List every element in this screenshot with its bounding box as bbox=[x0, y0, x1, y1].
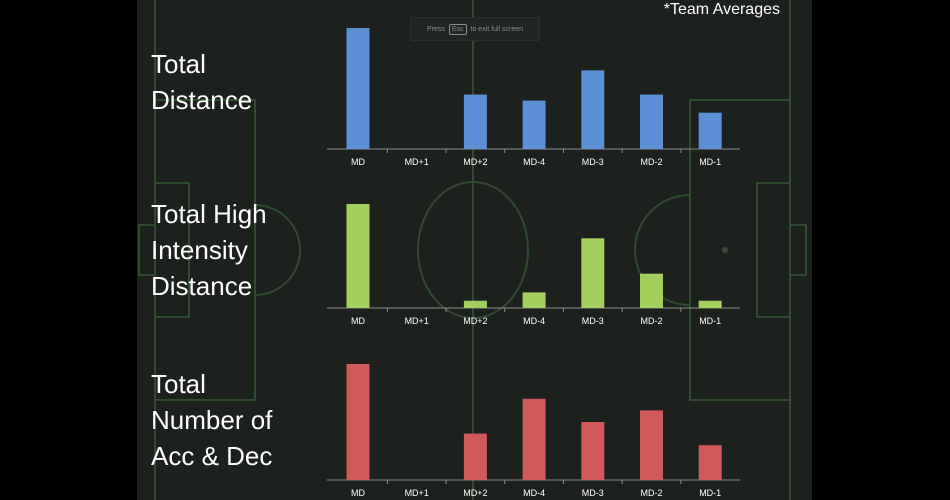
bar-mdplus2 bbox=[463, 433, 487, 480]
bar-chart-2: MD MD+1 MD+2 MD-4 MD-3 MD-2 MD-1 bbox=[327, 364, 740, 498]
x-tick-label: MD+2 bbox=[463, 157, 487, 167]
slide: Press Esc to exit full screen *Team Aver… bbox=[137, 0, 812, 500]
toast-press-text: Press bbox=[426, 25, 445, 33]
bar-mdminus2 bbox=[640, 94, 663, 149]
x-tick-label: MD+1 bbox=[405, 316, 429, 326]
x-tick-label: MD-2 bbox=[641, 316, 663, 326]
bar-mdminus2 bbox=[640, 410, 663, 480]
chart-title-acc-dec: Total Number of Acc & Dec bbox=[151, 369, 273, 471]
bar-mdminus3 bbox=[581, 238, 605, 308]
bar-chart-0: MD MD+1 MD+2 MD-4 MD-3 MD-2 MD-1 bbox=[327, 28, 740, 167]
x-tick-label: MD-1 bbox=[699, 316, 721, 326]
bar-md bbox=[346, 364, 370, 480]
x-tick-label: MD bbox=[351, 316, 365, 326]
x-tick-label: MD+1 bbox=[405, 488, 429, 498]
bar-mdplus2 bbox=[463, 300, 487, 308]
bar-mdminus4 bbox=[522, 292, 546, 308]
x-tick-label: MD bbox=[351, 157, 365, 167]
team-averages-note: *Team Averages bbox=[663, 1, 780, 18]
bar-mdminus1 bbox=[698, 112, 722, 149]
toast-exit-text: to exit full screen bbox=[470, 25, 524, 33]
football-pitch-background bbox=[138, 0, 807, 500]
bar-mdminus4 bbox=[522, 100, 546, 149]
x-tick-label: MD-1 bbox=[699, 157, 721, 167]
bar-md bbox=[346, 28, 370, 149]
x-tick-label: MD-4 bbox=[523, 488, 545, 498]
bar-chart-1: MD MD+1 MD+2 MD-4 MD-3 MD-2 MD-1 bbox=[327, 204, 740, 326]
bar-mdminus3 bbox=[581, 422, 605, 480]
x-tick-label: MD-4 bbox=[523, 316, 545, 326]
chart-title-high-intensity: Total High Intensity Distance bbox=[151, 199, 267, 301]
bar-mdminus2 bbox=[640, 273, 663, 308]
x-tick-label: MD-3 bbox=[582, 316, 604, 326]
chart-title-total-distance: Total Distance bbox=[151, 49, 253, 115]
x-tick-label: MD+2 bbox=[463, 488, 487, 498]
bar-mdminus1 bbox=[698, 445, 722, 480]
x-tick-label: MD bbox=[351, 488, 365, 498]
bar-md bbox=[346, 204, 370, 308]
x-tick-label: MD-2 bbox=[641, 488, 663, 498]
bar-mdminus4 bbox=[522, 398, 546, 480]
bar-mdplus2 bbox=[463, 94, 487, 149]
x-tick-label: MD-1 bbox=[699, 488, 721, 498]
bar-mdminus3 bbox=[581, 70, 605, 149]
x-tick-label: MD+1 bbox=[405, 157, 429, 167]
fullscreen-toast: Press Esc to exit full screen bbox=[410, 17, 540, 41]
x-tick-label: MD-2 bbox=[641, 157, 663, 167]
x-tick-label: MD-3 bbox=[582, 157, 604, 167]
x-tick-label: MD-3 bbox=[582, 488, 604, 498]
x-tick-label: MD+2 bbox=[463, 316, 487, 326]
x-tick-label: MD-4 bbox=[523, 157, 545, 167]
bar-mdminus1 bbox=[698, 300, 722, 308]
esc-key-badge: Esc bbox=[448, 23, 467, 35]
charts-svg: MD MD+1 MD+2 MD-4 MD-3 MD-2 MD-1 MD MD+1 MD+2 MD-4… bbox=[327, 28, 740, 498]
